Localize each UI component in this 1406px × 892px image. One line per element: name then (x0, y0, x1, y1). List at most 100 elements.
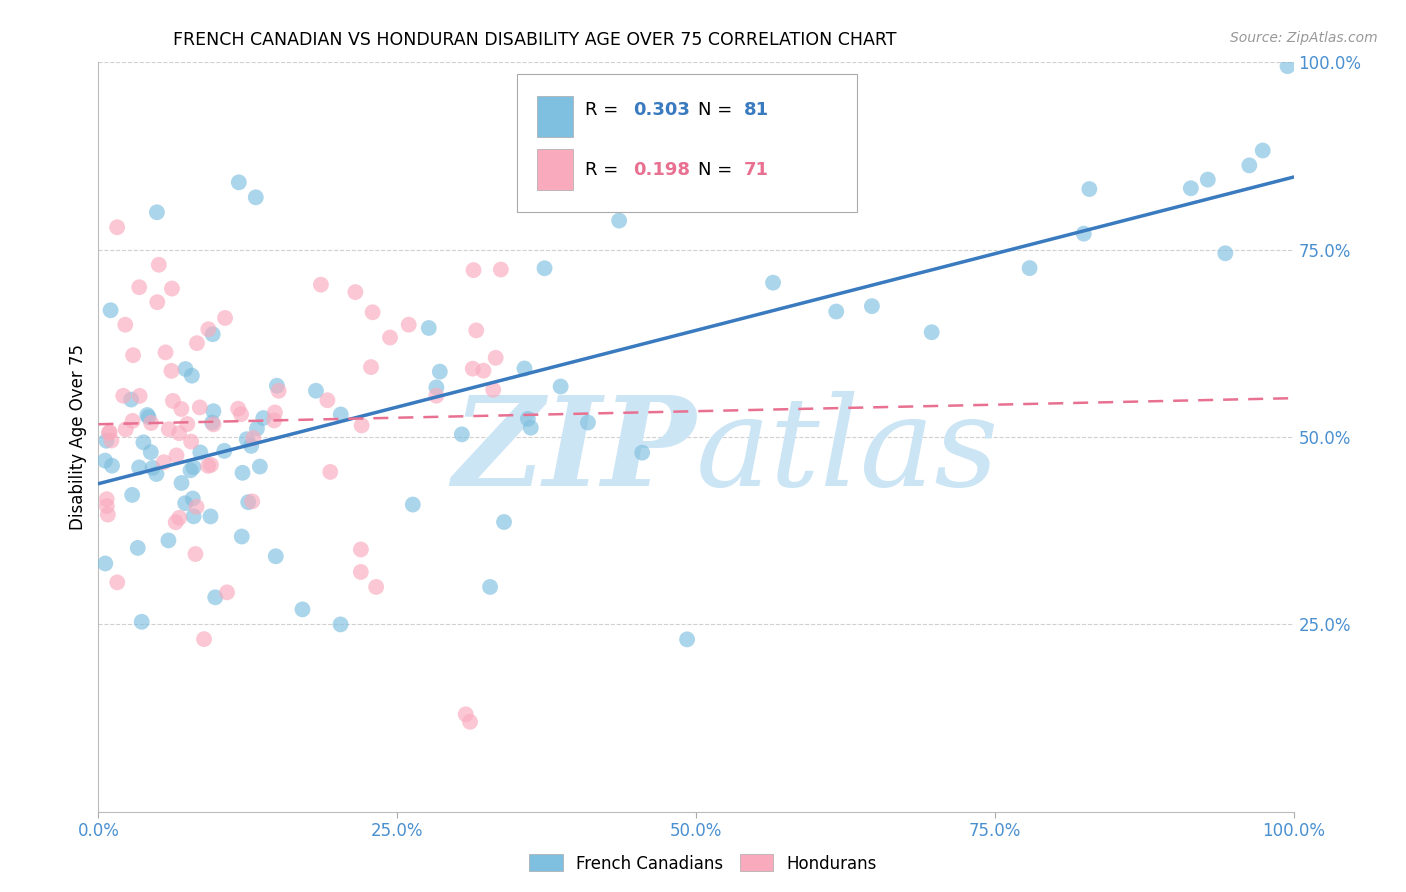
Point (249, 459, 271, 474)
Point (316, 393, 339, 408)
Point (98, 425, 121, 439)
Point (197, 458, 219, 473)
Point (215, 585, 238, 599)
Point (202, 417, 225, 432)
Point (197, 322, 219, 336)
Point (238, 495, 260, 509)
Point (131, 615, 153, 629)
Text: 81: 81 (744, 101, 769, 119)
Point (165, 515, 187, 529)
Point (267, 384, 290, 398)
Text: 0.198: 0.198 (633, 161, 689, 178)
Point (520, 420, 543, 434)
Point (1239, 158, 1261, 172)
Point (200, 458, 222, 472)
Text: R =: R = (585, 161, 624, 178)
Point (166, 449, 188, 463)
Text: atlas: atlas (696, 392, 1000, 513)
Point (291, 602, 314, 616)
Point (461, 361, 484, 376)
Point (235, 432, 257, 446)
Point (770, 150, 793, 164)
Point (458, 714, 481, 729)
Point (180, 368, 202, 383)
Point (128, 389, 150, 403)
Point (516, 412, 538, 426)
Point (120, 392, 142, 407)
Point (148, 258, 170, 272)
Point (94, 557, 117, 571)
Point (174, 362, 197, 376)
Point (142, 461, 165, 475)
Point (319, 465, 342, 479)
Point (157, 422, 180, 436)
Point (576, 416, 599, 430)
Text: Source: ZipAtlas.com: Source: ZipAtlas.com (1230, 31, 1378, 45)
Point (1277, 59, 1299, 73)
Point (179, 463, 201, 477)
Point (811, 189, 834, 203)
Point (329, 408, 352, 422)
Point (170, 402, 193, 417)
Point (184, 547, 207, 561)
Point (127, 541, 149, 555)
Point (229, 407, 252, 421)
Point (170, 475, 193, 490)
Point (201, 416, 224, 430)
Point (96, 434, 118, 448)
FancyBboxPatch shape (537, 96, 572, 137)
Point (138, 410, 160, 425)
Point (97, 508, 120, 522)
Point (429, 365, 451, 379)
Y-axis label: Disability Age Over 75: Disability Age Over 75 (69, 344, 87, 530)
Point (366, 580, 388, 594)
Point (485, 351, 508, 365)
Point (100, 434, 122, 448)
Point (1078, 182, 1101, 196)
Point (329, 617, 352, 632)
Point (240, 494, 263, 508)
Point (361, 305, 384, 319)
Point (492, 515, 515, 529)
Point (450, 427, 472, 442)
Point (245, 190, 267, 204)
Point (105, 220, 128, 235)
Point (201, 327, 224, 342)
Point (136, 408, 159, 422)
Text: N =: N = (699, 161, 738, 178)
Point (631, 445, 654, 459)
Point (96, 492, 118, 507)
Point (1073, 227, 1095, 241)
Point (263, 413, 285, 427)
Point (132, 435, 155, 450)
Point (482, 383, 505, 397)
Point (186, 336, 208, 351)
Point (479, 580, 502, 594)
Point (350, 418, 373, 433)
Point (188, 401, 211, 415)
Point (200, 509, 222, 524)
Point (513, 361, 536, 376)
Point (114, 318, 136, 332)
Point (155, 345, 177, 359)
Point (350, 565, 373, 579)
Text: 71: 71 (744, 161, 769, 178)
Point (1018, 261, 1040, 276)
Point (1197, 172, 1219, 186)
Point (1213, 246, 1236, 260)
Point (128, 460, 150, 475)
Point (176, 417, 198, 431)
Point (112, 389, 135, 403)
Point (97, 425, 120, 440)
Point (231, 529, 253, 543)
Point (214, 310, 236, 325)
Point (550, 379, 572, 393)
Point (202, 404, 225, 418)
Point (183, 509, 205, 524)
FancyBboxPatch shape (517, 74, 858, 212)
Point (121, 488, 143, 502)
Point (214, 443, 236, 458)
Point (762, 276, 785, 290)
Point (607, 213, 630, 227)
Point (128, 280, 150, 294)
